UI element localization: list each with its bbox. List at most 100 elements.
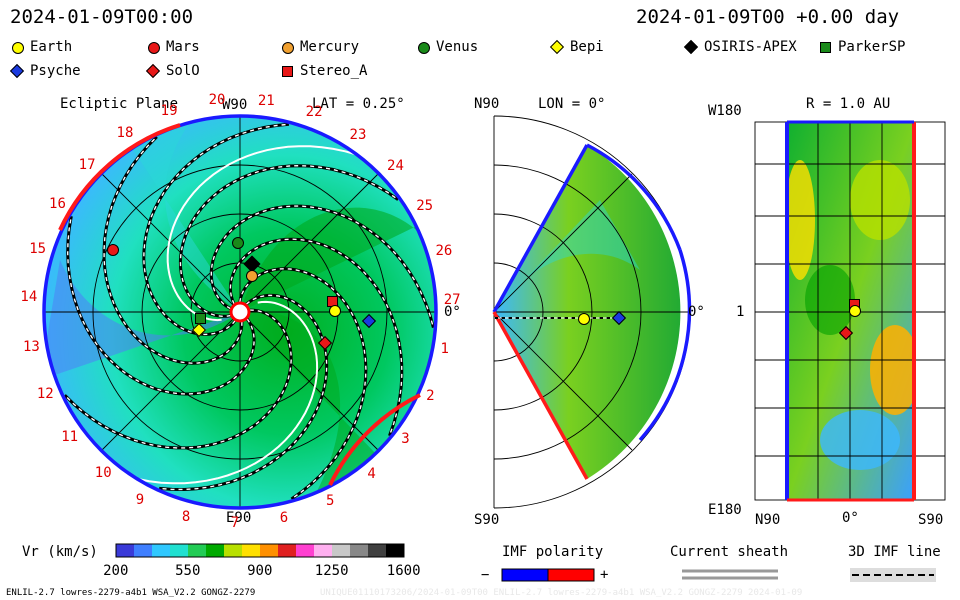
ecliptic-label-right: 0° [444,304,461,320]
spiral-line-dash [210,205,435,328]
carrington-label-6: 6 [279,509,289,526]
legend-marker-venus [418,42,430,54]
colorbar-tick-550: 550 [175,563,201,579]
legend-label-mars: Mars [166,39,200,55]
map-title: R = 1.0 AU [806,96,891,112]
ecliptic-panel [42,114,438,510]
spiral-line-dash [103,136,243,364]
spiral-line-dash [64,309,292,449]
spiral-line-dash [66,216,255,395]
carrington-label-17: 17 [78,156,96,173]
colorbar-swatch [242,544,261,557]
colorbar-tick-1250: 1250 [314,563,349,579]
legend-label-stereo-a: Stereo_A [300,63,368,79]
legend-label-bepi: Bepi [570,39,604,55]
carrington-label-2: 2 [426,388,435,405]
carrington-label-7: 7 [230,514,240,531]
sun-boundary [229,301,251,323]
ecliptic-boundary [42,114,438,510]
imf-polarity-positive [547,568,595,582]
imf-polarity-label: IMF polarity [502,544,604,560]
colorbar-swatch [368,544,387,557]
carrington-label-22: 22 [305,104,323,121]
ecliptic-boundary-positive [58,123,181,231]
carrington-label-27: 27 [443,291,461,308]
colorbar [115,543,405,558]
imf-spirals [63,122,435,501]
carrington-label-14: 14 [20,289,38,306]
current-sheath-sample [682,569,778,580]
colorbar-swatch [314,544,333,557]
carrington-label-1: 1 [440,341,449,358]
meridional-label-bottom: S90 [474,512,500,528]
colorbar-swatch [152,544,171,557]
legend-label-parkersp: ParkerSP [838,39,906,55]
carrington-label-12: 12 [36,385,54,402]
colorbar-tick-200: 200 [103,563,129,579]
spiral-line-dash [143,123,289,336]
carrington-label-15: 15 [29,241,47,258]
carrington-label-5: 5 [326,493,335,509]
map-label-left-mid: 1 [736,304,745,320]
legend-label-solo: SolO [166,63,200,79]
colorbar-swatch [116,544,135,557]
colorbar-swatch [296,544,315,557]
carrington-label-11: 11 [61,428,79,445]
marker-venus [232,237,244,249]
meridional-lon: LON = 0° [538,96,606,112]
spiral-line-dash [229,238,403,436]
map-x-label-s90: S90 [918,512,944,528]
meridional-panel [492,115,692,509]
carrington-label-25: 25 [416,198,434,215]
imf-polarity-negative [501,568,549,582]
map-x-label-n90: N90 [755,512,781,528]
colorbar-swatch [278,544,297,557]
current-sheath-contour [137,300,319,485]
map-label-bl: E180 [708,502,742,518]
colorbar-swatch [350,544,369,557]
colorbar-swatch [260,544,279,557]
ecliptic-label-top: W90 [222,97,248,113]
marker-mercury [246,270,258,282]
colorbar-swatch [188,544,207,557]
footer-left: ENLIL-2.7 lowres-2279-a4b1 WSA_V2.2 GONG… [6,588,256,598]
carrington-label-9: 9 [135,491,145,508]
map-label-tl: W180 [708,103,742,119]
carrington-label-3: 3 [401,430,410,447]
carrington-label-20: 20 [208,92,226,109]
marker-mars [107,244,119,256]
colorbar-label: Vr (km/s) [22,544,98,560]
marker-earth-map [849,305,861,317]
carrington-label-21: 21 [257,92,275,109]
carrington-label-26: 26 [435,243,453,260]
marker-earth-meridional [578,313,590,325]
legend-marker-mars [148,42,160,54]
colorbar-tick-900: 900 [247,563,273,579]
marker-parkersp [195,313,206,324]
legend-marker-earth [12,42,24,54]
colorbar-frame [115,543,405,558]
legend-marker-mercury [282,42,294,54]
meridional-label-right: 0° [688,304,705,320]
colorbar-swatch [170,544,189,557]
colorbar-swatch [134,544,153,557]
ecliptic-title: Ecliptic Plane [60,96,179,112]
spiral-line-dash [179,164,399,318]
carrington-label-23: 23 [349,126,367,143]
carrington-label-24: 24 [387,158,404,175]
carrington-label-10: 10 [94,464,112,481]
imf-line-label: 3D IMF line [848,544,941,560]
carrington-label-16: 16 [49,195,66,212]
spiral-line-dash [239,268,367,500]
colorbar-swatch [332,544,351,557]
carrington-label-13: 13 [23,338,40,355]
marker-earth [329,305,341,317]
legend-label-psyche: Psyche [30,63,81,79]
footer-right: UNIQUE01110173206/2024-01-09T00 ENLIL-2.… [320,588,803,598]
colorbar-swatch [224,544,243,557]
current-sheath-label: Current sheath [670,544,789,560]
carrington-label-18: 18 [116,125,134,142]
carrington-label-8: 8 [181,508,191,525]
legend-marker-stereo-a [282,66,293,77]
colorbar-swatch [386,544,405,557]
